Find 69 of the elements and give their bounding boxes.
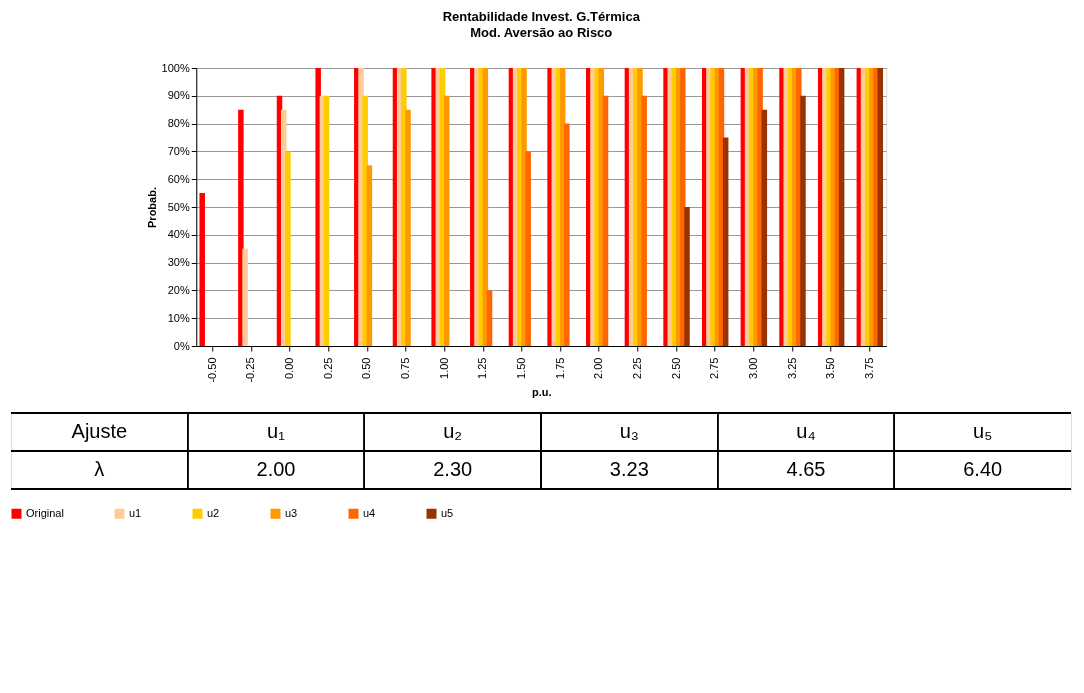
text: u₄ — [796, 420, 816, 442]
bar — [838, 68, 845, 346]
text: Ajuste — [71, 420, 128, 442]
bar — [602, 95, 609, 346]
x-tick-label: 1.00 — [437, 357, 450, 379]
text: λ — [94, 458, 105, 480]
x-tick-label: 3.75 — [862, 357, 875, 379]
legend-label: u1 — [129, 506, 142, 519]
bar — [443, 95, 450, 346]
y-tick-label: 50% — [167, 200, 190, 213]
bar — [525, 151, 531, 346]
bar — [800, 95, 806, 346]
x-tick-label: 2.75 — [708, 357, 721, 379]
bar — [564, 123, 570, 346]
bar — [722, 137, 729, 346]
x-tick-label: 0.25 — [321, 357, 334, 379]
bar — [761, 109, 768, 346]
y-tick-label: 80% — [167, 117, 190, 130]
x-tick-label: 1.50 — [514, 357, 527, 379]
x-tick-label: 2.00 — [592, 357, 605, 379]
legend-label: u5 — [441, 506, 454, 519]
bar — [486, 290, 493, 346]
y-tick-label: 20% — [167, 283, 190, 296]
x-tick-label: 2.50 — [669, 357, 682, 379]
y-tick-label: 60% — [167, 172, 190, 185]
text: 3.23 — [609, 458, 649, 480]
chart-subtitle: Mod. Aversão ao Risco — [470, 25, 613, 40]
y-axis-title: Probab. — [145, 187, 158, 228]
x-axis-title: p.u. — [531, 385, 552, 398]
y-tick-label: 10% — [167, 311, 190, 324]
bar — [285, 151, 291, 346]
text: 2.00 — [256, 458, 296, 480]
bar — [242, 248, 248, 346]
x-tick-label: 1.75 — [553, 357, 566, 379]
x-tick-label: 3.50 — [824, 357, 837, 379]
y-tick-label: 100% — [161, 61, 190, 74]
bar — [684, 207, 690, 346]
legend-label: u2 — [207, 506, 220, 519]
x-tick-label: 3.25 — [785, 357, 798, 379]
text: u₂ — [443, 420, 463, 442]
x-tick-label: 0.75 — [398, 357, 411, 379]
text: 4.65 — [786, 458, 826, 480]
x-tick-label: 0.00 — [282, 357, 295, 379]
text: 6.40 — [963, 458, 1003, 480]
bar — [323, 95, 330, 346]
text: u₃ — [619, 420, 639, 442]
legend-label: u4 — [363, 506, 376, 519]
x-tick-label: 1.25 — [476, 357, 489, 379]
bar — [366, 165, 373, 346]
y-tick-label: 0% — [173, 339, 190, 352]
text: u₁ — [267, 420, 286, 442]
x-tick-label: -0.50 — [205, 357, 218, 383]
y-tick-label: 90% — [167, 89, 190, 102]
y-tick-label: 40% — [167, 228, 190, 241]
legend-label: Original — [26, 506, 64, 519]
bar — [641, 95, 647, 346]
text: 2.30 — [433, 458, 473, 480]
chart-title: Rentabilidade Invest. G.Térmica — [442, 9, 641, 24]
text: u₅ — [973, 420, 993, 442]
x-tick-label: -0.25 — [244, 357, 257, 383]
legend-label: u3 — [285, 506, 298, 519]
y-tick-label: 30% — [167, 256, 190, 269]
x-tick-label: 2.25 — [630, 357, 643, 379]
bar — [405, 109, 411, 346]
x-tick-label: 3.00 — [746, 357, 759, 379]
x-tick-label: 0.50 — [360, 357, 373, 379]
bar — [877, 68, 884, 346]
bar — [199, 193, 205, 346]
y-tick-label: 70% — [167, 144, 190, 157]
